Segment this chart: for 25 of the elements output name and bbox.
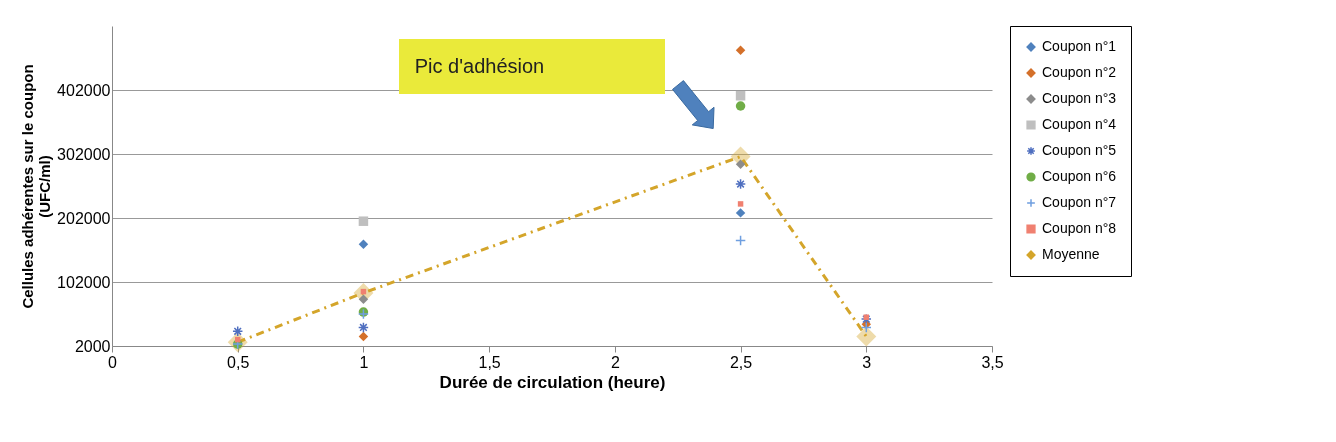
legend-label: Coupon n°3: [1042, 90, 1117, 106]
x-tick-label: 1: [359, 353, 369, 371]
legend-label: Coupon n°7: [1042, 194, 1117, 210]
x-axis-title: Durée de circulation (heure): [439, 372, 666, 392]
legend-label: Coupon n°2: [1042, 64, 1117, 80]
x-tick-label: 3: [862, 353, 872, 371]
y-tick-label: 402000: [57, 81, 111, 99]
x-tick-label: 1,5: [478, 353, 501, 371]
x-tick-label: 3,5: [981, 353, 1004, 371]
x-tick-label: 0,5: [227, 353, 250, 371]
x-tick-label: 0: [108, 353, 118, 371]
label-box: Pic d'adhésion: [398, 39, 666, 94]
legend-label: Coupon n°8: [1042, 220, 1117, 236]
y-tick-label: 102000: [57, 273, 111, 291]
legend-label: Coupon n°5: [1042, 142, 1117, 158]
x-tick-label: 2,5: [729, 353, 753, 371]
x-tick-label: 2: [610, 353, 620, 371]
y-axis-title: Cellules adhérentes sur le coupon (UFC/ml): [19, 64, 54, 309]
y-tick-label: 302000: [57, 145, 111, 163]
legend-label: Coupon n°6: [1042, 168, 1117, 184]
y-tick-label: 202000: [57, 209, 111, 227]
y-tick-label: 2000: [74, 337, 111, 355]
legend-label: Moyenne: [1042, 246, 1100, 262]
legend-label: Coupon n°4: [1042, 116, 1117, 132]
legend-label: Coupon n°1: [1042, 38, 1117, 54]
